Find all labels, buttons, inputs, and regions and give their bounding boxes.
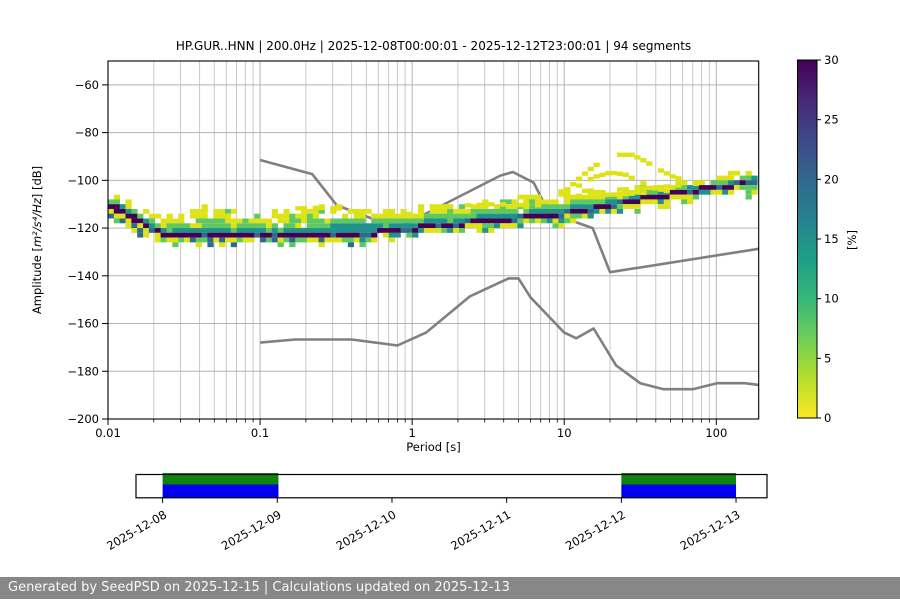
y-tick-label: −140 (67, 269, 99, 283)
timeline-date-label: 2025-12-12 (563, 507, 628, 553)
colorbar-gradient (797, 59, 818, 419)
y-tick-label: −120 (67, 221, 99, 235)
timeline-date-label: 2025-12-11 (448, 507, 513, 553)
timeline-segment-green (621, 473, 737, 485)
y-axis-ticks: −60 −80 −100 −120 −140 −160 −180 −200 (67, 78, 108, 426)
colorbar-tick-label: 25 (824, 113, 839, 127)
y-tick-label: −160 (67, 317, 99, 331)
nlnm-line (259, 277, 759, 391)
y-tick-label: −180 (67, 364, 99, 378)
timeline-date-label: 2025-12-08 (104, 507, 169, 553)
colorbar-tick-label: 5 (824, 351, 831, 365)
plot-frame (107, 60, 760, 420)
colorbar-tick-label: 20 (824, 172, 839, 186)
y-tick-label: −200 (67, 412, 99, 426)
y-tick-label: −60 (75, 78, 99, 92)
footer-bar: Generated by SeedPSD on 2025-12-15 | Cal… (0, 577, 900, 599)
colorbar-tick-label: 0 (824, 411, 831, 425)
x-axis-label: Period [s] (406, 440, 461, 454)
y-axis-label-math: m²/s⁴/Hz (30, 198, 44, 248)
timeline-segment-blue (621, 484, 737, 498)
colorbar-tick-label: 15 (824, 232, 839, 246)
timeline-segment-green (162, 473, 279, 485)
x-tick-label: 0.01 (95, 426, 121, 440)
timeline-date-label: 2025-12-10 (334, 507, 399, 553)
y-axis-label: Amplitude [m²/s⁴/Hz] [dB] (30, 166, 44, 314)
timeline-date-label: 2025-12-13 (678, 507, 743, 553)
timeline-frame (135, 473, 768, 499)
y-axis-label-suffix: ] [dB] (30, 165, 44, 199)
spectral-arcs (295, 152, 700, 218)
footer-text: Generated by SeedPSD on 2025-12-15 | Cal… (8, 580, 510, 595)
plot-canvas: 0.01 0.1 1 10 100−60−80−100−120−140−160−180−… (67, 53, 839, 553)
page-title: HP.GUR..HNN | 200.0Hz | 2025-12-08T00:00… (175, 39, 692, 53)
x-tick-label: 1 (408, 426, 415, 440)
timeline-date-label: 2025-12-09 (219, 507, 284, 553)
timeline-bar: 2025-12-08 2025-12-09 2025-12-10 2025-12-11… (104, 473, 768, 553)
colorbar-tick-label: 10 (824, 292, 839, 306)
y-axis-label-prefix: Amplitude [ (30, 247, 44, 315)
x-axis-ticks: 0.01 0.1 1 10 100 (95, 419, 727, 440)
y-tick-label: −80 (75, 126, 99, 140)
x-tick-label: 100 (705, 426, 727, 440)
colorbar: 0 5 10 15 20 25 30 (797, 53, 839, 425)
noise-model-lines (259, 158, 759, 391)
colorbar-tick-label: 30 (824, 53, 839, 67)
x-tick-label: 0.1 (251, 426, 269, 440)
colorbar-label: [%] (845, 230, 859, 250)
nhnm-line (259, 158, 759, 274)
timeline-segment-blue (162, 484, 279, 498)
x-tick-label: 10 (557, 426, 572, 440)
y-tick-label: −100 (67, 173, 99, 187)
ppsd-heatmap (108, 170, 758, 248)
